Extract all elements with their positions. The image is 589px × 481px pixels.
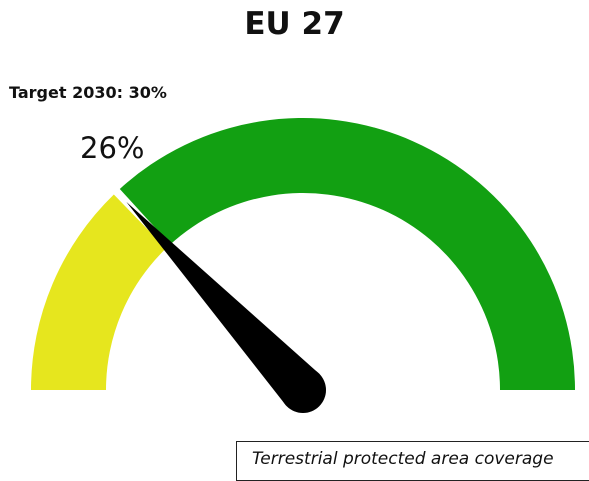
chart-title: EU 27	[244, 6, 345, 42]
gauge-needle	[126, 201, 326, 413]
needle-pointer	[126, 201, 320, 406]
gauge-bands	[31, 118, 575, 391]
caption-text: Terrestrial protected area coverage	[252, 449, 554, 469]
target-label: Target 2030: 30%	[9, 83, 167, 102]
value-label: 26%	[80, 131, 145, 165]
needle-hub	[280, 367, 326, 413]
gauge-band-1	[31, 194, 167, 390]
gauge-band-2	[119, 118, 575, 391]
